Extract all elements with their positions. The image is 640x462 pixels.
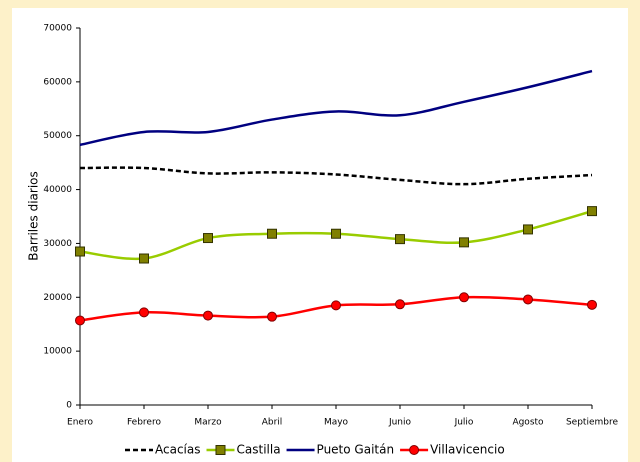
- y-tick-label: 10000: [43, 347, 72, 357]
- point: [139, 253, 149, 264]
- point: [459, 237, 469, 248]
- y-axis-label: Barriles diarios: [27, 171, 41, 261]
- y-tick-label: 20000: [43, 293, 72, 303]
- legend-marker: [409, 445, 420, 455]
- legend-label: Pueto Gaitán: [317, 443, 395, 457]
- point: [331, 228, 341, 239]
- x-tick-label: Agosto: [512, 418, 544, 428]
- y-tick-label: 70000: [43, 24, 72, 34]
- x-tick-label: Enero: [67, 418, 93, 428]
- y-tick-label: 0: [66, 401, 72, 411]
- point: [203, 310, 213, 321]
- point: [587, 206, 597, 217]
- point: [203, 233, 213, 244]
- x-tick-label: Mayo: [324, 418, 349, 428]
- point: [139, 307, 149, 318]
- y-tick-label: 50000: [43, 131, 72, 141]
- series-line: [79, 166, 593, 186]
- point: [75, 315, 85, 326]
- x-tick-label: Junio: [388, 418, 412, 428]
- legend-label: Acacías: [155, 443, 201, 457]
- x-tick-label: Septiembre: [566, 418, 619, 428]
- point: [587, 299, 597, 310]
- y-tick-label: 30000: [43, 239, 72, 249]
- point: [331, 300, 341, 311]
- y-tick-label: 60000: [43, 77, 72, 87]
- x-tick-label: Marzo: [194, 418, 222, 428]
- point: [395, 234, 405, 245]
- x-tick-label: Febrero: [127, 418, 161, 428]
- point: [523, 294, 533, 305]
- point: [75, 246, 85, 257]
- point: [523, 224, 533, 235]
- y-tick-label: 40000: [43, 185, 72, 195]
- legend-label: Villavicencio: [430, 443, 505, 457]
- point: [459, 292, 469, 303]
- legend-marker: [215, 445, 226, 455]
- point: [267, 311, 277, 322]
- chart-panel: [12, 8, 628, 462]
- point: [395, 299, 405, 310]
- point: [267, 228, 277, 239]
- series-line: [79, 69, 593, 147]
- legend-label: Castilla: [237, 443, 281, 457]
- x-tick-label: Julio: [454, 418, 474, 428]
- x-tick-label: Abril: [262, 418, 283, 428]
